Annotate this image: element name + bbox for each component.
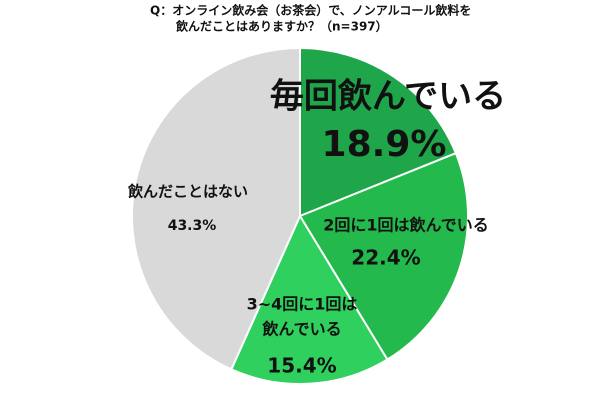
pie-slice: [299, 46, 458, 218]
pie-slice: [230, 213, 389, 385]
chart-title: Q：オンライン飲み会（お茶会）で、ノンアルコール飲料を: [150, 3, 471, 18]
slice-label: 飲んだことはない: [127, 183, 248, 201]
slice-label: 2回に1回は飲んでいる: [323, 216, 488, 235]
chart-title: 飲んだことはありますか？（n=397）: [175, 19, 388, 34]
slice-label: 3~4回に1回は: [247, 295, 358, 314]
pie-slice: [131, 46, 301, 371]
value-label: 18.9%: [322, 124, 447, 165]
value-label: 15.4%: [267, 354, 336, 378]
value-label: 43.3%: [168, 218, 217, 234]
value-label: 22.4%: [351, 246, 420, 270]
pie-slice: [298, 151, 469, 361]
slice-label: 毎回飲んでいる: [270, 77, 506, 117]
slice-label: 飲んでいる: [261, 320, 341, 339]
